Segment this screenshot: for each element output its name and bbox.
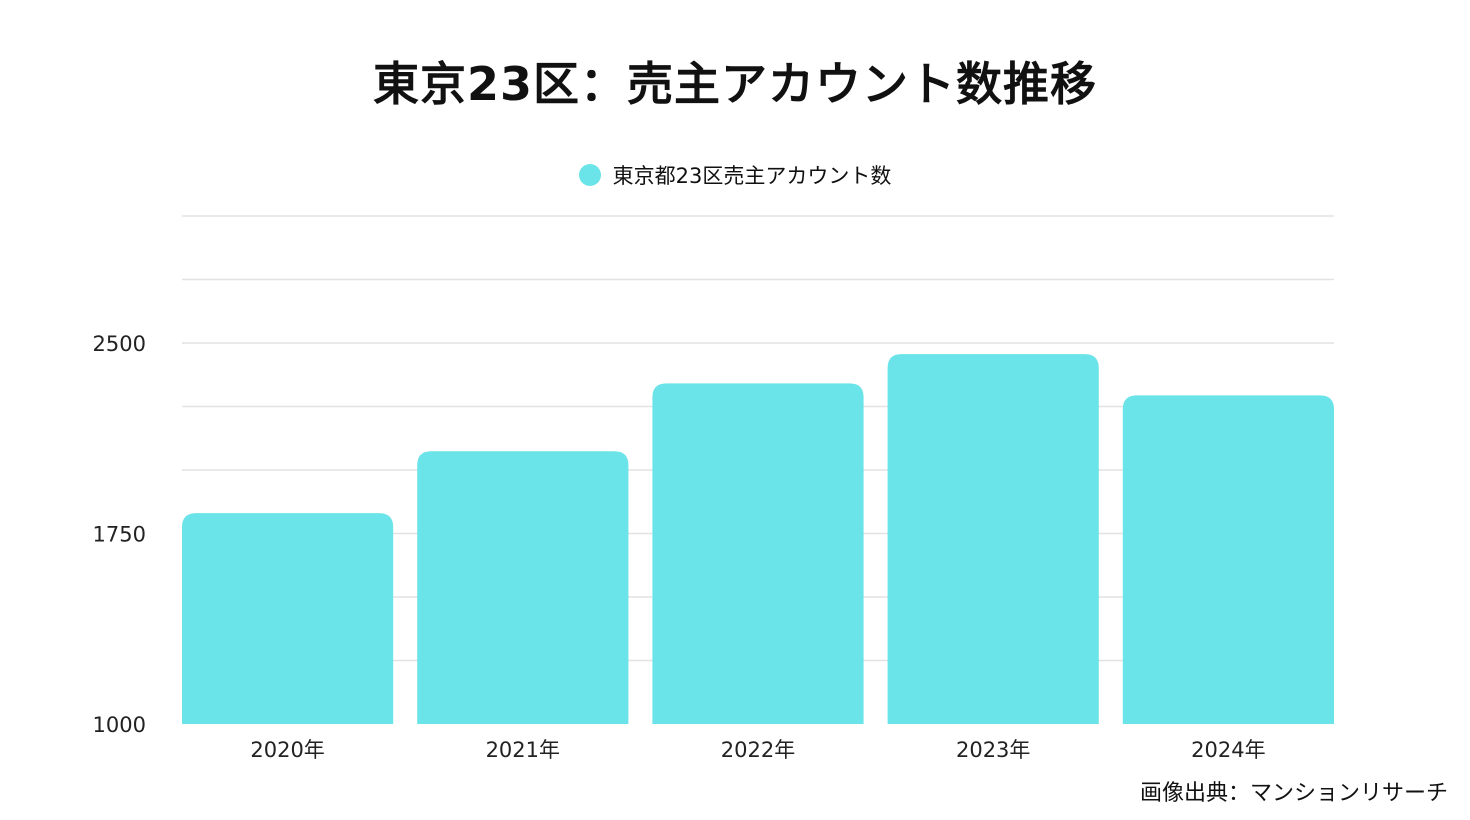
bar-2024年 bbox=[1122, 395, 1334, 724]
y-tick-label: 2500 bbox=[93, 332, 146, 356]
x-tick-label: 2020年 bbox=[250, 738, 324, 762]
source-note: 画像出典：マンションリサーチ bbox=[1139, 781, 1448, 806]
bar-2020年 bbox=[182, 513, 394, 724]
bar-2022年 bbox=[652, 383, 864, 724]
x-tick-label: 2022年 bbox=[721, 738, 795, 762]
bar-2021年 bbox=[417, 451, 629, 724]
legend-swatch bbox=[578, 164, 601, 186]
legend: 東京都23区売主アカウント数 bbox=[0, 160, 1470, 190]
x-tick-label: 2023年 bbox=[956, 738, 1030, 762]
y-tick-label: 1000 bbox=[93, 713, 146, 737]
chart-title: 東京23区：売主アカウント数推移 bbox=[372, 57, 1097, 111]
x-tick-label: 2021年 bbox=[486, 738, 560, 762]
legend-label: 東京都23区売主アカウント数 bbox=[612, 164, 892, 188]
y-tick-label: 1750 bbox=[93, 523, 146, 547]
x-tick-label: 2024年 bbox=[1191, 738, 1265, 762]
bar-2023年 bbox=[887, 354, 1099, 724]
